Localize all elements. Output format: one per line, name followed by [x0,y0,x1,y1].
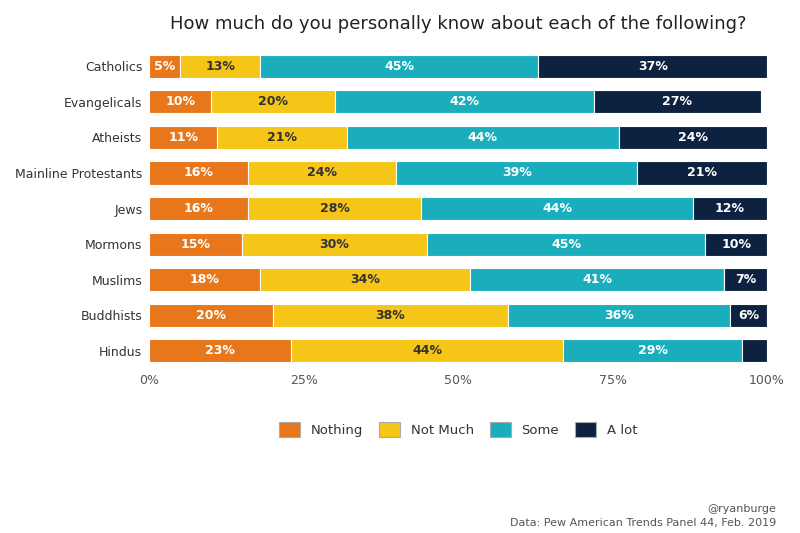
Title: How much do you personally know about each of the following?: How much do you personally know about ea… [170,15,746,33]
Text: 6%: 6% [738,309,759,322]
Bar [242,232,427,256]
Bar [149,126,217,149]
Text: 21%: 21% [267,131,297,144]
Bar [594,90,761,114]
Text: 42%: 42% [450,95,479,108]
Text: 38%: 38% [375,309,405,322]
Text: 39%: 39% [502,166,532,180]
Bar [180,55,261,78]
Bar [291,340,563,362]
Legend: Nothing, Not Much, Some, A lot: Nothing, Not Much, Some, A lot [274,417,642,442]
Text: 5%: 5% [154,60,175,72]
Bar [211,90,334,114]
Text: 7%: 7% [735,273,756,286]
Text: 16%: 16% [184,166,214,180]
Text: 20%: 20% [196,309,226,322]
Text: 20%: 20% [258,95,288,108]
Text: 28%: 28% [320,202,350,215]
Bar [730,304,767,327]
Text: 45%: 45% [551,238,582,251]
Text: 37%: 37% [638,60,668,72]
Text: 44%: 44% [412,344,442,358]
Text: 44%: 44% [542,202,572,215]
Text: 11%: 11% [168,131,198,144]
Bar [742,340,767,362]
Bar [538,55,767,78]
Text: 30%: 30% [320,238,350,251]
Bar [563,340,742,362]
Text: 44%: 44% [468,131,498,144]
Bar [693,197,767,220]
Text: 36%: 36% [604,309,634,322]
Bar [149,340,291,362]
Bar [149,197,248,220]
Text: 10%: 10% [721,238,751,251]
Text: 29%: 29% [638,344,668,358]
Bar [261,55,538,78]
Text: 34%: 34% [350,273,380,286]
Bar [217,126,347,149]
Text: 13%: 13% [206,60,235,72]
Text: 24%: 24% [678,131,708,144]
Text: @ryanburge
Data: Pew American Trends Panel 44, Feb. 2019: @ryanburge Data: Pew American Trends Pan… [510,504,776,528]
Text: 16%: 16% [184,202,214,215]
Text: 18%: 18% [190,273,220,286]
Text: 21%: 21% [687,166,717,180]
Bar [149,232,242,256]
Text: 10%: 10% [165,95,195,108]
Bar [396,161,638,184]
Text: 41%: 41% [582,273,612,286]
Bar [149,90,211,114]
Text: 15%: 15% [181,238,210,251]
Bar [334,90,594,114]
Bar [347,126,618,149]
Text: 27%: 27% [662,95,693,108]
Bar [724,268,767,292]
Bar [248,197,421,220]
Text: 12%: 12% [715,202,745,215]
Bar [149,304,273,327]
Bar [149,55,180,78]
Text: 45%: 45% [385,60,414,72]
Bar [421,197,693,220]
Text: 24%: 24% [307,166,337,180]
Bar [638,161,767,184]
Bar [261,268,470,292]
Bar [470,268,724,292]
Bar [507,304,730,327]
Bar [618,126,767,149]
Bar [149,161,248,184]
Bar [149,268,261,292]
Bar [427,232,706,256]
Bar [706,232,767,256]
Text: 23%: 23% [206,344,235,358]
Bar [248,161,396,184]
Bar [273,304,507,327]
